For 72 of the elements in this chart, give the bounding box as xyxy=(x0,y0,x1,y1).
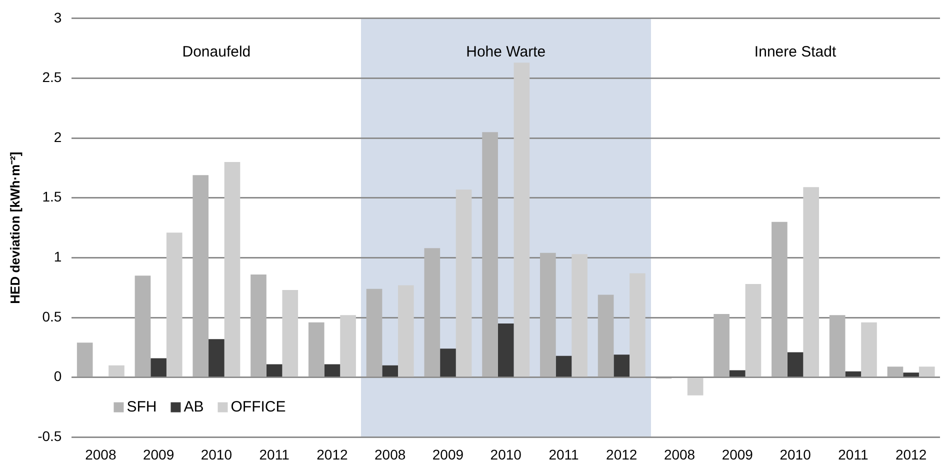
x-tick-label: 2011 xyxy=(259,446,290,462)
x-tick-label: 2009 xyxy=(432,446,464,462)
bar xyxy=(398,285,414,377)
x-tick-label: 2012 xyxy=(606,446,638,462)
bar xyxy=(166,232,182,377)
bar xyxy=(745,284,762,377)
bar xyxy=(108,365,124,377)
annotation: Innere Stadt xyxy=(754,44,837,61)
bar xyxy=(540,252,556,377)
bar xyxy=(803,187,820,377)
bar xyxy=(787,352,804,377)
bar xyxy=(845,371,862,377)
bar xyxy=(918,366,935,377)
legend-label: SFH xyxy=(126,398,157,416)
bar xyxy=(772,222,788,377)
bar xyxy=(729,370,746,377)
bar xyxy=(498,324,514,377)
bar xyxy=(366,288,382,377)
bar xyxy=(266,364,282,377)
x-tick-label: 2009 xyxy=(142,446,174,462)
y-tick-label: 3 xyxy=(54,9,62,26)
bar xyxy=(687,378,704,396)
bar xyxy=(829,315,846,377)
x-tick-label: 2010 xyxy=(780,446,812,462)
bar xyxy=(382,365,398,377)
x-tick-label: 2011 xyxy=(548,446,580,462)
bar xyxy=(440,348,456,377)
y-tick-label: 2.5 xyxy=(42,69,62,86)
bar xyxy=(887,366,904,377)
y-tick-label: 0.5 xyxy=(42,308,62,324)
y-tick-label: -0.5 xyxy=(38,428,62,444)
legend-label: OFFICE xyxy=(230,398,286,416)
x-tick-label: 2008 xyxy=(85,446,116,462)
bar xyxy=(424,248,440,377)
x-tick-label: 2011 xyxy=(838,446,868,462)
x-tick-label: 2008 xyxy=(374,446,406,462)
x-tick-label: 2010 xyxy=(490,446,522,462)
bar xyxy=(456,190,472,377)
bar xyxy=(150,358,166,377)
bar xyxy=(514,62,530,377)
y-tick-label: 0 xyxy=(54,368,62,384)
bar xyxy=(861,322,877,377)
bar xyxy=(282,290,298,377)
bar xyxy=(572,254,588,377)
bar xyxy=(308,322,324,377)
bar xyxy=(630,273,646,377)
bar xyxy=(903,372,919,377)
y-tick-label: 1 xyxy=(54,248,62,265)
bar xyxy=(340,315,356,377)
legend-label: AB xyxy=(184,398,204,416)
bar xyxy=(714,314,730,377)
bar xyxy=(598,294,614,377)
y-tick-label: 1.5 xyxy=(42,188,62,205)
bar xyxy=(556,356,572,377)
annotation: Hohe Warte xyxy=(466,44,546,61)
y-tick-label: 2 xyxy=(54,128,62,145)
annotation: Donaufeld xyxy=(182,44,251,61)
bar xyxy=(76,342,93,377)
bar xyxy=(192,175,209,377)
bar xyxy=(614,354,630,377)
bar xyxy=(250,274,266,377)
y-axis-title: HED deviation [kWh·m⁻²] xyxy=(7,152,22,304)
x-tick-label: 2012 xyxy=(316,446,348,462)
bar xyxy=(324,364,340,377)
x-tick-label: 2009 xyxy=(722,446,754,462)
x-tick-label: 2010 xyxy=(200,446,232,462)
x-tick-label: 2012 xyxy=(895,446,927,462)
bar xyxy=(482,132,498,377)
x-tick-label: 2008 xyxy=(664,446,696,462)
bar xyxy=(208,339,224,377)
bar xyxy=(134,276,151,377)
bar xyxy=(224,162,240,377)
